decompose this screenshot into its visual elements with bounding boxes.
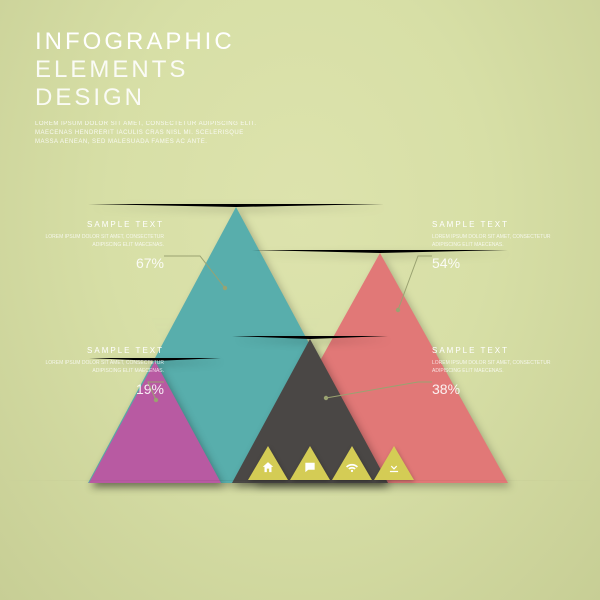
header-block: INFOGRAPHICELEMENTSDESIGN LOREM IPSUM DOL… [35,28,265,147]
callout-c4: SAMPLE TEXT LOREM IPSUM DOLOR SIT AMET, C… [432,346,567,397]
title-paragraph: LOREM IPSUM DOLOR SIT AMET, CONSECTETUR … [35,120,265,147]
callout-body: LOREM IPSUM DOLOR SIT AMET, CONSECTETUR … [432,359,567,375]
callout-title: SAMPLE TEXT [34,346,164,355]
icon-triangle-home [248,446,288,480]
infographic-canvas: INFOGRAPHICELEMENTSDESIGN LOREM IPSUM DOL… [0,0,600,600]
icon-triangle-chat [290,446,330,480]
callout-title: SAMPLE TEXT [432,220,567,229]
callout-title: SAMPLE TEXT [432,346,567,355]
callout-title: SAMPLE TEXT [34,220,164,229]
callout-body: LOREM IPSUM DOLOR SIT AMET, CONSECTETUR … [34,359,164,375]
title-line-1: INFOGRAPHIC [35,28,265,56]
callout-pct: 19% [34,381,164,397]
callout-c1: SAMPLE TEXT LOREM IPSUM DOLOR SIT AMET, C… [34,220,164,271]
icon-triangle-download [374,446,414,480]
title-line-3: DESIGN [35,84,265,112]
ground-line [0,480,600,481]
icon-triangle-wifi [332,446,372,480]
callout-c2: SAMPLE TEXT LOREM IPSUM DOLOR SIT AMET, C… [432,220,567,271]
callout-c3: SAMPLE TEXT LOREM IPSUM DOLOR SIT AMET, C… [34,346,164,397]
callout-pct: 54% [432,255,567,271]
title-line-2: ELEMENTS [35,56,265,84]
icon-row [248,446,414,480]
callout-pct: 67% [34,255,164,271]
callout-body: LOREM IPSUM DOLOR SIT AMET, CONSECTETUR … [34,233,164,249]
callout-pct: 38% [432,381,567,397]
callout-body: LOREM IPSUM DOLOR SIT AMET, CONSECTETUR … [432,233,567,249]
